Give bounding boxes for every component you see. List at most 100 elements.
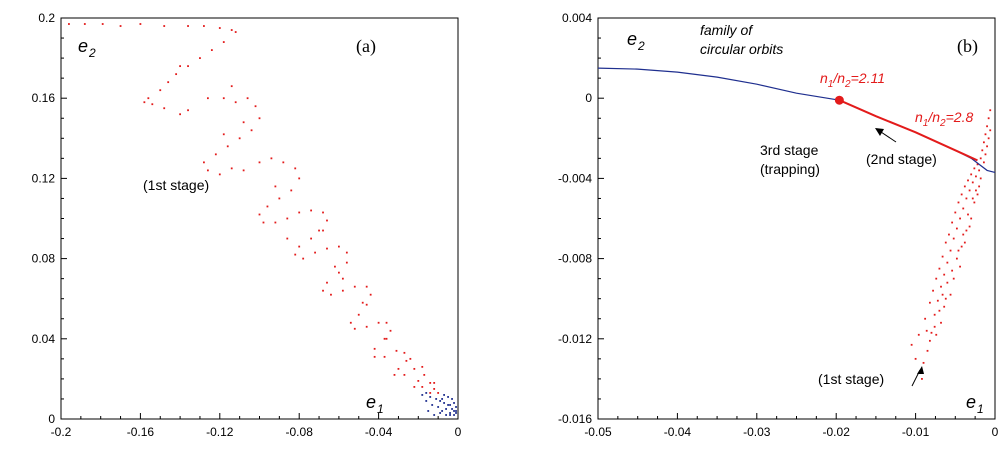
panel-b-stage3-line2: (trapping)	[760, 161, 820, 177]
panel-a-xlabel: e 1	[366, 392, 384, 416]
panel-a-red-point	[270, 157, 273, 160]
panel-a-red-point	[341, 289, 344, 292]
panel-b-red-point	[978, 185, 981, 188]
panel-a-red-point	[206, 97, 209, 100]
panel-b-ytick-label: 0	[585, 91, 592, 105]
panel-a-red-point	[163, 25, 166, 27]
panel-b-ratio2-n1: n	[915, 109, 923, 125]
panel-b-ratio2-slash: /n	[927, 109, 940, 125]
panel-b-ytick-label: 0.004	[562, 11, 592, 25]
panel-a-red-point	[203, 161, 205, 164]
panel-b-red-point	[926, 349, 929, 352]
panel-b-red-point	[910, 343, 913, 346]
panel-a-ytick-label: 0.08	[32, 252, 56, 266]
panel-a-red-point	[338, 271, 340, 274]
panel-a-red-point	[322, 211, 324, 214]
panel-a-red-point	[151, 103, 154, 106]
panel-b-yticks: -0.016 -0.012 -0.008 -0.004 0 0.004	[558, 11, 604, 426]
panel-a-red-point	[286, 237, 289, 240]
panel-b-xlabel: e 1	[966, 392, 984, 416]
panel-a-red-point	[369, 293, 372, 296]
panel-b-red-point	[968, 189, 971, 192]
panel-b-red-point	[933, 325, 936, 328]
panel-b-red-point	[930, 331, 933, 334]
panel-b-red-point	[965, 229, 968, 232]
panel-a-blue-point	[425, 392, 428, 394]
panel-b-red-point	[976, 163, 979, 166]
panel-b-stage3-line1: 3rd stage	[760, 142, 819, 158]
panel-b-red-point	[943, 305, 946, 308]
panel-a-blue-point	[433, 414, 436, 416]
panel-b-stage1-annotation: (1st stage)	[818, 371, 884, 387]
panel-a-red-point	[262, 221, 265, 224]
panel-b-ratio2-value: =2.8	[946, 109, 974, 125]
panel-a-red-point	[139, 23, 142, 25]
panel-a-xlabel-sub: 1	[377, 402, 384, 416]
panel-a-red-point	[143, 101, 146, 104]
panel-a-red-point	[222, 133, 225, 136]
panel-b-xlabel-letter: e	[966, 392, 976, 412]
panel-b-red-point	[932, 289, 934, 292]
panel-a-red-point	[250, 129, 253, 132]
panel-b-red-point	[989, 129, 992, 132]
panel-a-red-point	[242, 121, 245, 124]
panel-a-red-point	[278, 197, 281, 200]
panel-a-red-point	[187, 25, 189, 27]
panel-a-red-point	[365, 285, 368, 288]
panel-a-xtick-label: -0.12	[206, 425, 234, 439]
panel-a-blue-point	[429, 396, 432, 398]
panel-a-red-point	[230, 29, 233, 31]
panel-a-red-point	[274, 185, 277, 188]
panel-b-red-point	[940, 321, 942, 324]
panel-a-red-point	[345, 261, 348, 264]
panel-a-red-point	[389, 329, 392, 332]
panel-b-ratio1: n1/n2=2.11	[820, 70, 885, 90]
panel-a-blue-point	[439, 400, 442, 402]
panel-a-red-point	[326, 247, 328, 250]
panel-a-frame	[60, 17, 459, 420]
panel-a-red-point	[214, 153, 217, 156]
panel-b-red-point	[924, 317, 927, 320]
panel-a-red-point	[218, 27, 221, 29]
panel-b-ratio2-sub2: 2	[939, 118, 946, 129]
panel-b-red-point	[928, 339, 931, 342]
panel-b-red-point	[914, 357, 917, 360]
panel-b-red-point	[938, 309, 941, 312]
panel-a-red-point	[433, 382, 436, 384]
panel-b-ratio2-sub1: 1	[923, 118, 929, 129]
panel-a-blue-point	[453, 414, 455, 416]
panel-a-red-point	[242, 169, 245, 172]
panel-b-points	[910, 109, 992, 380]
panel-a-red-point	[395, 349, 398, 352]
panel-a-red-point	[282, 161, 285, 164]
panel-b-red-point	[949, 293, 952, 296]
panel-a-red-point	[246, 97, 249, 100]
panel-a-red-point	[421, 365, 424, 368]
panel-b-red-point	[936, 299, 939, 302]
panel-a-red-point	[101, 23, 104, 25]
panel-b-ylabel-sub: 2	[637, 39, 645, 53]
panel-b-label: (b)	[957, 36, 978, 57]
panel-a-xtick-label: -0.08	[286, 425, 314, 439]
panel-b: -0.05 -0.04 -0.03 -0.02 -0.01 0 -0.016-0.012-…	[558, 11, 999, 439]
panel-a-ytick-label: 0.2	[38, 11, 55, 25]
panel-b-red-point	[978, 169, 981, 172]
panel-a-red-point	[258, 117, 261, 120]
panel-a-red-point	[298, 211, 301, 214]
panel-a-blue-point	[421, 394, 424, 396]
panel-b-red-point	[951, 269, 954, 272]
panel-a-red-point	[218, 173, 221, 176]
panel-a-red-point	[230, 167, 233, 170]
panel-b-red-point	[986, 145, 988, 148]
panel-a-red-point	[222, 41, 225, 43]
panel-a-red-point	[163, 107, 166, 110]
panel-b-xtick-label: -0.04	[664, 425, 692, 439]
panel-a-ytick-label: 0.16	[32, 91, 56, 105]
panel-a-red-point	[68, 23, 70, 25]
panel-b-red-point	[944, 297, 947, 300]
panel-a-red-point	[330, 293, 332, 296]
panel-b-red-point	[957, 201, 960, 204]
panel-b-red-point	[970, 173, 973, 176]
panel-b-red-point	[935, 333, 938, 336]
